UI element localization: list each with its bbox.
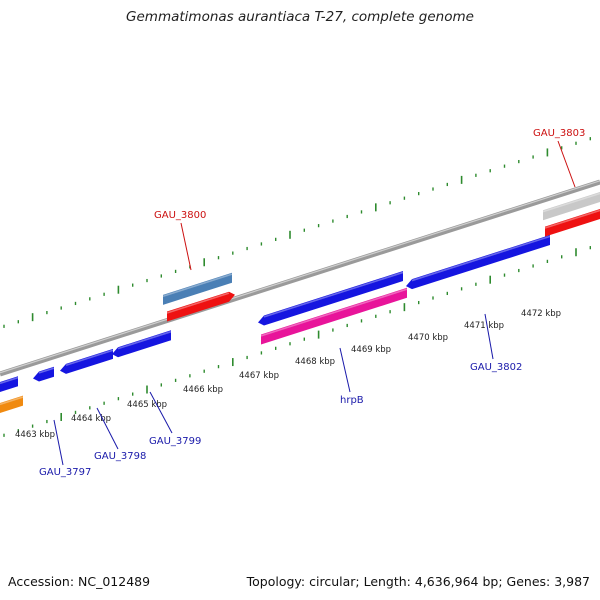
tick-label: 4470 kbp <box>408 333 448 343</box>
gene-label-gau-3802[interactable]: GAU_3802 <box>470 362 522 373</box>
gene-edge-left-body[interactable] <box>0 376 18 392</box>
gene-gau-3797-shine <box>38 367 55 374</box>
tick-label: 4471 kbp <box>464 321 504 331</box>
callout-line-gau-3799 <box>149 391 173 434</box>
tick-row-outer <box>3 137 591 328</box>
gene-gau-3803-shine <box>542 192 600 213</box>
gene-hrpb-neighbor-shine <box>263 271 404 318</box>
tick-label: 4469 kbp <box>351 345 391 355</box>
gene-gau-3797-cds[interactable] <box>0 395 24 413</box>
gene-hrpb-shine <box>260 288 408 337</box>
gene-gau-3800-cds-shine <box>166 292 230 314</box>
gene-gau-3800-cds[interactable] <box>166 291 235 322</box>
gene-label-gau-3798[interactable]: GAU_3798 <box>94 451 146 462</box>
gene-label-gau-3803[interactable]: GAU_3803 <box>533 128 585 139</box>
tick-labels: 4463 kbp 4464 kbp 4465 kbp 4466 kbp 4467 kbp… <box>15 309 561 440</box>
gene-gau-3800-body[interactable] <box>163 272 232 305</box>
tick-label: 4472 kbp <box>521 309 561 319</box>
genome-summary-text: Topology: circular; Length: 4,636,964 bp… <box>246 574 590 589</box>
callout-line-hrpb <box>339 347 351 393</box>
map-title: Gemmatimonas aurantiaca T-27, complete g… <box>126 9 474 25</box>
callout-line-gau-3800 <box>180 222 192 271</box>
backbone-line <box>0 179 600 377</box>
tick-label: 4464 kbp <box>71 414 111 424</box>
tick-label: 4468 kbp <box>295 357 335 367</box>
gene-gau-3797-body[interactable] <box>33 366 54 382</box>
gene-gau-3799-body[interactable] <box>112 330 171 358</box>
tick-label: 4463 kbp <box>15 430 55 440</box>
gene-gau-3800[interactable] <box>162 272 233 305</box>
callout-line-gau-3798 <box>96 407 119 450</box>
tick-label: 4467 kbp <box>239 371 279 381</box>
gene-gau-3803-body[interactable] <box>543 192 600 221</box>
gene-hrpb-neighbor[interactable] <box>258 271 404 326</box>
gene-label-gau-3799[interactable]: GAU_3799 <box>149 436 201 447</box>
gene-gau-3802-shine <box>411 235 551 282</box>
gene-gau-3798-body[interactable] <box>60 348 113 374</box>
backbone-highlight <box>0 180 600 374</box>
gene-hrpb[interactable] <box>260 287 408 345</box>
gene-gau-3800-shine <box>162 273 233 298</box>
gene-edge-left[interactable] <box>0 376 19 392</box>
gene-gau-3803-cds-body[interactable] <box>545 209 600 237</box>
gene-gau-3798[interactable] <box>60 348 114 374</box>
gene-gau-3803-cds[interactable] <box>544 209 600 237</box>
tick-row-inner <box>3 246 591 437</box>
gene-label-hrpb[interactable]: hrpB <box>340 395 364 406</box>
gene-edge-left-shine <box>0 376 19 385</box>
gene-gau-3798-shine <box>65 349 114 367</box>
accession-text: Accession: NC_012489 <box>8 574 151 589</box>
gene-gau-3797-cds-body[interactable] <box>0 395 23 413</box>
gene-label-gau-3800[interactable]: GAU_3800 <box>154 210 206 221</box>
callout-line-gau-3802 <box>484 313 494 360</box>
gene-features <box>0 192 600 413</box>
gene-gau-3803-cds-shine <box>544 209 600 229</box>
backbone <box>0 179 600 377</box>
tick-label: 4466 kbp <box>183 385 223 395</box>
gene-gau-3799-shine <box>117 330 172 350</box>
gene-gau-3800-cds-body[interactable] <box>167 291 235 322</box>
gene-label-gau-3797[interactable]: GAU_3797 <box>39 467 91 478</box>
callout-line-gau-3803 <box>557 140 576 188</box>
gene-gau-3802-body[interactable] <box>406 235 550 290</box>
gene-gau-3799[interactable] <box>112 330 172 358</box>
gene-gau-3797[interactable] <box>33 366 55 382</box>
tick-label: 4465 kbp <box>127 400 167 410</box>
callout-line-gau-3797 <box>53 419 64 466</box>
gene-gau-3803[interactable] <box>542 192 600 221</box>
gene-hrpb-neighbor-body[interactable] <box>258 271 403 326</box>
gene-hrpb-body[interactable] <box>261 287 407 345</box>
gene-gau-3802[interactable] <box>406 235 551 290</box>
gene-gau-3797-cds-shine <box>0 396 24 406</box>
